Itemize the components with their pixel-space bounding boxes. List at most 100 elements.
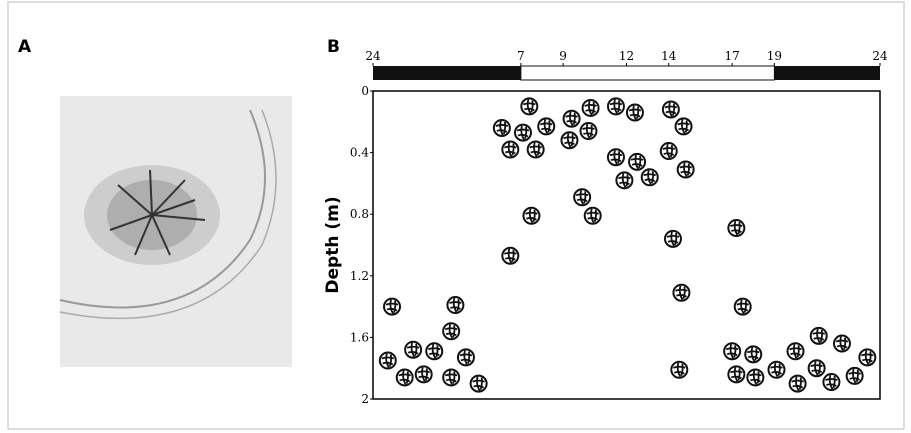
point-shape [861,350,874,365]
point-shape [459,350,473,365]
point-shape [609,99,623,114]
point [663,229,682,248]
point-shape [563,133,576,148]
point-shape [504,142,517,157]
point-shape [673,362,686,378]
panel-label: B [327,37,340,57]
y-tick-label: 0.8 [350,207,369,221]
point [526,140,545,159]
point-shape [749,370,762,385]
plot-area [372,90,881,400]
point [469,374,488,393]
y-tick-label: 0.4 [350,146,369,160]
point-shape [449,297,462,313]
point-shape [525,208,538,224]
point [446,296,465,315]
point-shape [618,173,631,188]
point-shape [662,143,676,159]
point [442,368,461,387]
point-shape [516,125,530,141]
point [414,365,433,384]
x-tick-label: 14 [661,49,677,63]
point [807,359,826,378]
point [581,98,600,117]
dark-period [373,66,521,80]
point [579,122,598,141]
point [615,171,634,190]
point-shape [495,120,509,136]
point [676,160,695,179]
point [746,368,765,387]
point [788,374,807,393]
point-shape [730,367,743,382]
point [809,326,828,345]
point [625,103,644,122]
point-shape [812,328,826,344]
point [640,168,659,187]
point-shape [586,208,599,224]
point-shape [630,154,644,170]
point [727,219,746,238]
point-shape [835,336,849,352]
point-shape [666,231,680,247]
point [404,340,423,359]
point [606,97,625,116]
dark-period [774,66,880,80]
point [606,148,625,167]
y-axis-label: Depth (m) [323,196,343,293]
point [832,334,851,353]
point [845,366,864,385]
point [672,283,691,302]
point [456,348,475,367]
point [858,348,877,367]
y-tick-label: 1.2 [350,269,369,283]
point [395,368,414,387]
point-shape [628,105,642,121]
point-shape [825,374,838,390]
point [522,206,541,225]
point [560,131,579,150]
point-shape [398,370,411,385]
point-shape [381,353,395,368]
point [425,342,444,361]
point-shape [770,362,783,378]
x-tick-label: 17 [724,49,739,63]
point-shape [584,100,597,116]
point-shape [848,368,861,384]
point [537,117,556,136]
point-shape [406,342,420,358]
point [767,360,786,379]
point [744,345,763,364]
point [822,373,841,392]
point-shape [539,119,553,134]
x-tick-label: 7 [517,49,525,63]
x-tick-label: 19 [767,49,782,63]
point-shape [810,360,823,376]
point [383,297,402,316]
point-shape [444,323,458,339]
point-shape [736,299,749,315]
point-shape [609,149,623,165]
point-shape [643,169,657,185]
point [727,365,746,384]
point [501,246,520,265]
point [520,97,539,116]
point-shape [385,299,399,315]
photo [59,96,292,367]
point-shape [746,347,760,362]
y-tick-label: 2 [361,392,369,406]
y-tick-label: 1.6 [350,330,369,344]
point [513,123,532,142]
point-shape [565,111,578,127]
light-period [520,65,775,81]
point [659,142,678,161]
point-shape [427,344,441,359]
point [501,140,520,159]
panel-label: A [18,37,32,57]
point [674,117,693,136]
x-tick-label: 9 [559,49,567,63]
point [492,118,511,137]
point [442,322,461,341]
point-shape [444,370,458,385]
